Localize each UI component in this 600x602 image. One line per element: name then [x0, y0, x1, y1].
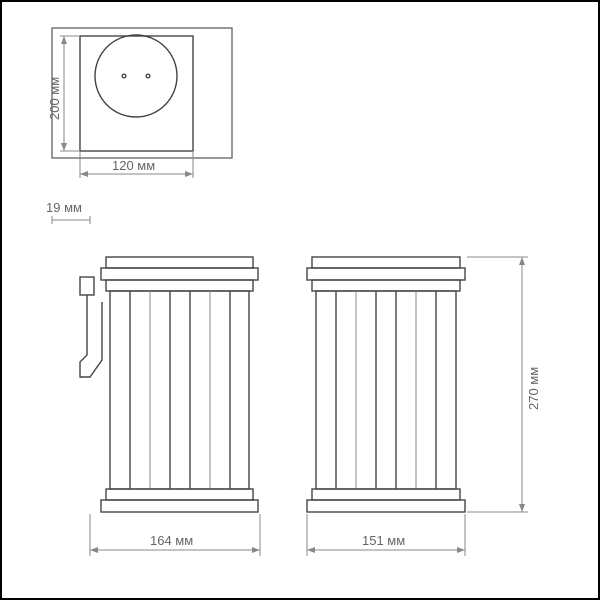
dim-front-width: 151 мм	[307, 514, 465, 556]
dim-label: 19 мм	[46, 200, 82, 215]
dim-bracket-offset: 19 мм	[46, 200, 90, 224]
drawing-frame: 200 мм 120 мм 19 мм	[0, 0, 600, 600]
dim-height: 270 мм	[467, 257, 541, 512]
dim-label: 120 мм	[112, 158, 155, 173]
front-view	[307, 257, 465, 512]
dim-label: 151 мм	[362, 533, 405, 548]
dim-top-box-width: 120 мм	[80, 151, 193, 178]
dim-label: 270 мм	[526, 367, 541, 410]
dim-side-width: 164 мм	[90, 514, 260, 556]
top-plan-view	[52, 28, 232, 158]
side-view	[80, 257, 258, 512]
dim-label: 200 мм	[47, 77, 62, 120]
technical-drawing: 200 мм 120 мм 19 мм	[2, 2, 600, 602]
dim-label: 164 мм	[150, 533, 193, 548]
